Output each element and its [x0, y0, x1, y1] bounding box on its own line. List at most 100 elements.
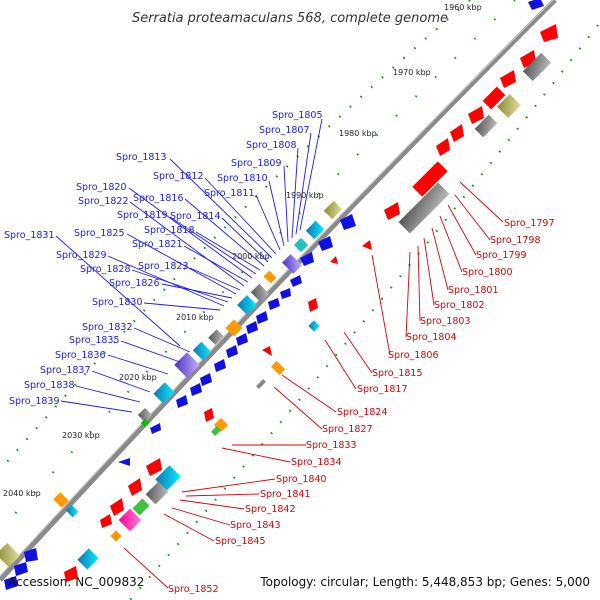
- gene-label-spro-1837[interactable]: Spro_1837: [40, 365, 91, 376]
- gene-label-spro-1813[interactable]: Spro_1813: [116, 152, 167, 163]
- gene-label-spro-1810[interactable]: Spro_1810: [217, 173, 268, 184]
- gene-label-spro-1843[interactable]: Spro_1843: [230, 520, 281, 531]
- genome-backbone: [0, 0, 557, 582]
- gene-label-spro-1833[interactable]: Spro_1833: [306, 440, 357, 451]
- gene-label-spro-1822[interactable]: Spro_1822: [78, 196, 129, 207]
- gene-label-spro-1805[interactable]: Spro_1805: [272, 110, 323, 121]
- gene-label-spro-1823[interactable]: Spro_1823: [138, 261, 189, 272]
- gene-label-spro-1816[interactable]: Spro_1816: [133, 193, 184, 204]
- gene-label-spro-1806[interactable]: Spro_1806: [388, 350, 439, 361]
- gene-label-spro-1829[interactable]: Spro_1829: [56, 250, 107, 261]
- gene-label-spro-1838[interactable]: Spro_1838: [24, 380, 75, 391]
- reverse-gene: [450, 124, 464, 142]
- forward-gene: [246, 321, 258, 334]
- forward-gene: [214, 359, 226, 372]
- forward-gene-block: [237, 295, 257, 315]
- reverse-gene: [262, 346, 272, 356]
- forward-gene: [4, 576, 18, 590]
- gene-label-spro-1804[interactable]: Spro_1804: [406, 332, 457, 343]
- reverse-gene: [540, 24, 558, 42]
- gene-label-spro-1817[interactable]: Spro_1817: [357, 384, 408, 395]
- gene-label-spro-1809[interactable]: Spro_1809: [231, 158, 282, 169]
- gene-label-spro-1818[interactable]: Spro_1818: [144, 225, 195, 236]
- forward-gene: [290, 275, 302, 287]
- gene-label-spro-1807[interactable]: Spro_1807: [259, 125, 310, 136]
- tick-label-1970: 1970 kbp: [393, 68, 431, 77]
- gene-label-spro-1820[interactable]: Spro_1820: [76, 182, 127, 193]
- gene-label-spro-1802[interactable]: Spro_1802: [434, 300, 485, 311]
- gene-label-spro-1808[interactable]: Spro_1808: [246, 140, 297, 151]
- reverse-gene-block: [77, 548, 99, 570]
- gene-label-spro-1845[interactable]: Spro_1845: [215, 536, 266, 547]
- forward-gene-block: [53, 492, 69, 508]
- gene-label-spro-1826[interactable]: Spro_1826: [109, 278, 160, 289]
- reverse-gene: [362, 240, 372, 250]
- reverse-gene-block: [522, 52, 552, 82]
- gene-label-spro-1840[interactable]: Spro_1840: [276, 474, 327, 485]
- reverse-gene-block: [482, 86, 506, 110]
- tick-label-1990: 1990 kbp: [286, 191, 324, 200]
- gene-label-spro-1852[interactable]: Spro_1852: [168, 584, 219, 595]
- gene-label-spro-1814[interactable]: Spro_1814: [170, 211, 221, 222]
- gene-label-spro-1830[interactable]: Spro_1830: [92, 297, 143, 308]
- gene-label-spro-1836[interactable]: Spro_1836: [55, 350, 106, 361]
- gene-label-spro-1821[interactable]: Spro_1821: [132, 239, 183, 250]
- forward-gene-block: [0, 542, 21, 568]
- gene-label-spro-1819[interactable]: Spro_1819: [117, 210, 168, 221]
- forward-gene: [190, 383, 202, 396]
- forward-gene: [118, 458, 130, 466]
- gene-label-spro-1841[interactable]: Spro_1841: [260, 489, 311, 500]
- forward-gene-block: [282, 254, 302, 274]
- gene-label-spro-1832[interactable]: Spro_1832: [82, 322, 133, 333]
- forward-gene: [300, 252, 314, 266]
- gene-label-spro-1825[interactable]: Spro_1825: [74, 228, 125, 239]
- gene-label-spro-1812[interactable]: Spro_1812: [153, 171, 204, 182]
- gene-label-spro-1800[interactable]: Spro_1800: [462, 267, 513, 278]
- gene-label-spro-1801[interactable]: Spro_1801: [448, 285, 499, 296]
- reverse-gene: [110, 498, 124, 516]
- tick-label-2000: 2000 kbp: [232, 252, 270, 261]
- gene-label-spro-1827[interactable]: Spro_1827: [322, 424, 373, 435]
- tick-label-1980: 1980 kbp: [339, 129, 377, 138]
- gene-label-spro-1803[interactable]: Spro_1803: [420, 316, 471, 327]
- forward-gene-block: [192, 341, 212, 361]
- forward-gene-block: [137, 407, 153, 423]
- gene-label-spro-1842[interactable]: Spro_1842: [245, 504, 296, 515]
- forward-leader-lines: [55, 118, 323, 413]
- reverse-gene-block: [110, 530, 122, 542]
- forward-gene-block: [174, 352, 200, 378]
- forward-gene: [150, 423, 161, 434]
- forward-gene: [236, 333, 248, 346]
- forward-gene-block: [263, 270, 277, 284]
- reverse-gene: [100, 514, 112, 528]
- gene-label-spro-1835[interactable]: Spro_1835: [69, 335, 120, 346]
- reverse-gene: [64, 566, 78, 582]
- genome-backbone-highlight: [0, 0, 554, 577]
- reverse-gene: [330, 256, 338, 264]
- kbp-ticks: 1960 kbp 1970 kbp 1980 kbp 1990 kbp 2000…: [3, 3, 482, 498]
- reverse-gene-block: [412, 161, 448, 197]
- gene-label-spro-1828[interactable]: Spro_1828: [80, 264, 131, 275]
- reverse-gene-block: [308, 320, 320, 332]
- accession-text: Accession: NC_009832: [8, 575, 144, 589]
- forward-gene-block: [140, 418, 150, 428]
- gene-label-spro-1798[interactable]: Spro_1798: [490, 235, 541, 246]
- reverse-gene-block: [145, 481, 169, 505]
- gene-label-spro-1824[interactable]: Spro_1824: [337, 407, 388, 418]
- forward-genes: [0, 0, 544, 590]
- gene-label-spro-1797[interactable]: Spro_1797: [504, 218, 555, 229]
- reverse-gene: [128, 478, 142, 496]
- gene-label-spro-1834[interactable]: Spro_1834: [291, 457, 342, 468]
- gene-label-spro-1839[interactable]: Spro_1839: [9, 396, 60, 407]
- gene-label-spro-1815[interactable]: Spro_1815: [372, 368, 423, 379]
- forward-gene-block: [208, 329, 224, 345]
- gene-label-spro-1799[interactable]: Spro_1799: [476, 250, 527, 261]
- tick-label-2020: 2020 kbp: [119, 373, 157, 382]
- reverse-leader-lines: [123, 181, 504, 589]
- reverse-gene: [204, 408, 214, 422]
- gene-label-spro-1811[interactable]: Spro_1811: [204, 188, 255, 199]
- gene-label-spro-1831[interactable]: Spro_1831: [4, 230, 55, 241]
- forward-gene-block: [305, 220, 325, 240]
- tick-label-2040: 2040 kbp: [3, 489, 41, 498]
